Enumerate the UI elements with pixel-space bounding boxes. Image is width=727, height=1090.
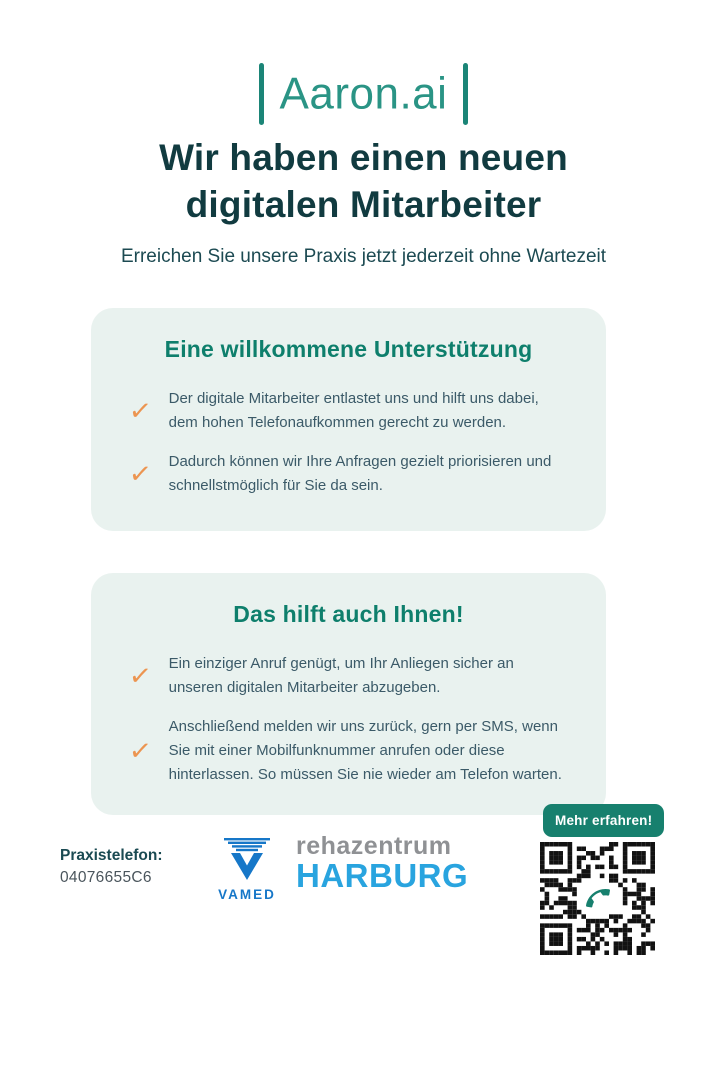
bullet-text: Dadurch können wir Ihre Anfragen gezielt… <box>168 453 552 494</box>
phone-label: Praxistelefon: <box>60 847 163 864</box>
page-title: Wir haben einen neuen digitalen Mitarbei… <box>0 134 727 228</box>
vamed-wordmark: VAMED <box>218 887 276 902</box>
qr-code-pattern <box>540 842 655 955</box>
list-item: ✓ Anschließend melden wir uns zurück, ge… <box>127 715 572 787</box>
checkmark-icon: ✓ <box>127 659 154 692</box>
page-subtitle: Erreichen Sie unsere Praxis jetzt jederz… <box>120 246 607 267</box>
clinic-name-top: rehazentrum <box>296 832 452 860</box>
card-heading: Eine willkommene Unterstützung <box>164 336 533 362</box>
bullet-text: Der digitale Mitarbeiter entlastet uns u… <box>168 390 539 431</box>
phone-number: 04076655C6 <box>60 869 152 886</box>
logo-right-bar <box>463 63 469 125</box>
logo-left-bar <box>258 63 264 125</box>
qr-code <box>540 842 655 955</box>
list-item: ✓ Dadurch können wir Ihre Anfragen gezie… <box>127 450 572 498</box>
practice-phone-block: Praxistelefon: 04076655C6 <box>60 847 163 887</box>
checkmark-icon: ✓ <box>127 394 154 427</box>
card-unterstuetzung: Eine willkommene Unterstützung ✓ Der dig… <box>91 308 606 531</box>
list-item: ✓ Ein einziger Anruf genügt, um Ihr Anli… <box>127 652 572 700</box>
page-title-line-2: digitalen Mitarbeiter <box>185 184 542 225</box>
qr-badge: Mehr erfahren! <box>543 804 665 837</box>
list-item: ✓ Der digitale Mitarbeiter entlastet uns… <box>127 387 572 435</box>
page-title-line-1: Wir haben einen neuen <box>159 137 568 178</box>
checkmark-icon: ✓ <box>127 457 154 490</box>
vamed-logo: VAMED <box>208 838 286 902</box>
phone-icon <box>586 888 610 908</box>
aaron-ai-logo: Aaron.ai <box>0 62 727 126</box>
vamed-v-icon <box>224 838 270 880</box>
checkmark-icon: ✓ <box>127 734 154 767</box>
bullet-list: ✓ Der digitale Mitarbeiter entlastet uns… <box>127 387 572 498</box>
card-heading: Das hilft auch Ihnen! <box>233 601 464 627</box>
bullet-text: Anschließend melden wir uns zurück, gern… <box>168 718 562 783</box>
logo-wordmark: Aaron.ai <box>279 68 448 119</box>
bullet-text: Ein einziger Anruf genügt, um Ihr Anlieg… <box>168 655 514 696</box>
bullet-list: ✓ Ein einziger Anruf genügt, um Ihr Anli… <box>127 652 572 787</box>
rehazentrum-harburg-logo: rehazentrum HARBURG <box>296 833 468 893</box>
card-ihr-vorteil: Das hilft auch Ihnen! ✓ Ein einziger Anr… <box>91 573 606 815</box>
clinic-name-bottom: HARBURG <box>296 857 469 894</box>
